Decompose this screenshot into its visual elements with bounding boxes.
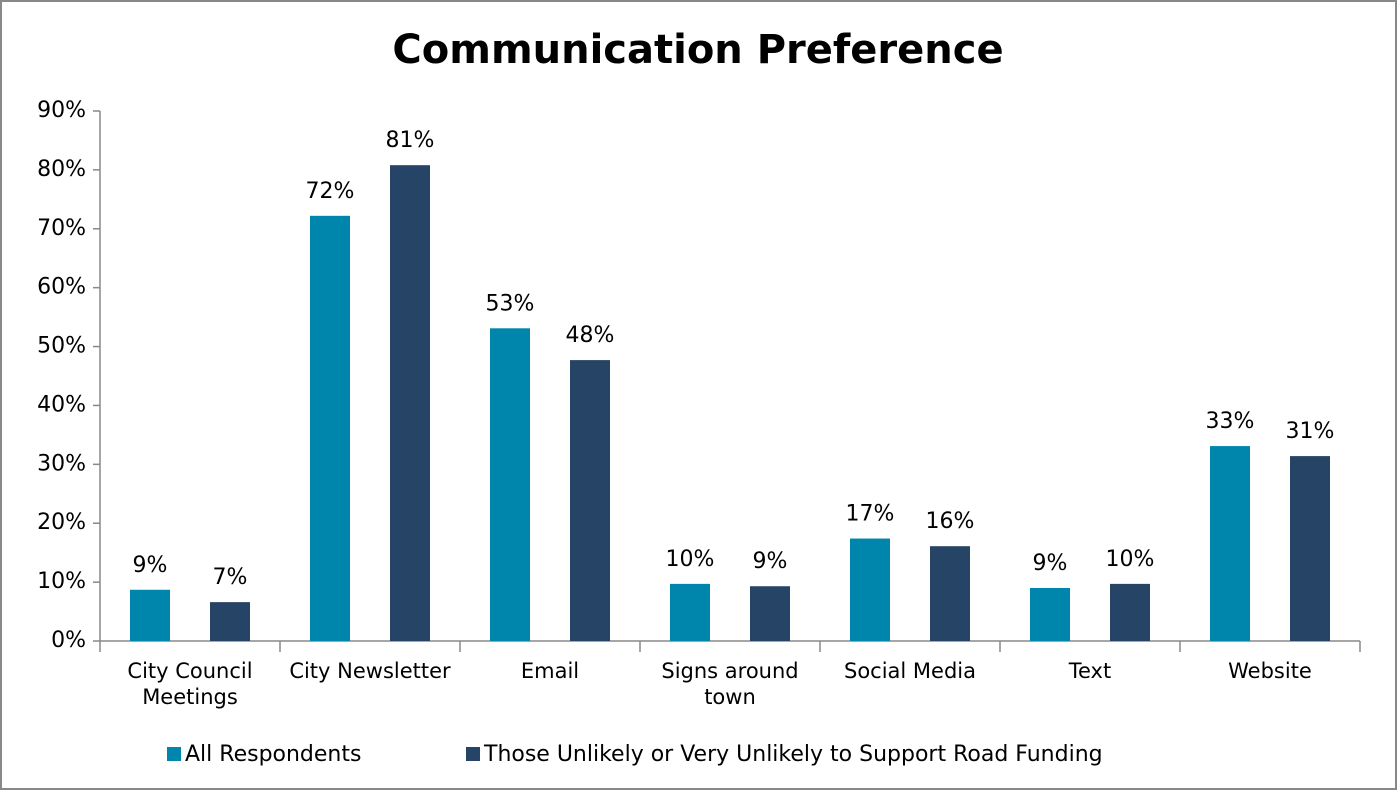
bar: [1210, 446, 1250, 641]
x-tick-label: Signs around town: [661, 659, 799, 709]
bar: [930, 546, 970, 641]
x-tick-label: Email: [520, 659, 580, 683]
legend-label: All Respondents: [185, 742, 361, 767]
y-tick-label: 60%: [37, 275, 86, 300]
bar: [1030, 588, 1070, 641]
data-label: 7%: [213, 565, 248, 590]
bar: [390, 165, 430, 641]
legend-swatch: [167, 747, 181, 761]
data-label: 48%: [566, 323, 615, 348]
y-tick-label: 70%: [37, 216, 86, 241]
bar: [670, 583, 710, 641]
legend-label: Those Unlikely or Very Unlikely to Suppo…: [483, 742, 1103, 767]
y-tick-label: 30%: [37, 451, 86, 476]
bar: [1290, 456, 1330, 641]
data-label: 9%: [133, 553, 168, 578]
y-tick-label: 10%: [37, 569, 86, 594]
y-tick-label: 80%: [37, 157, 86, 182]
chart-title: Communication Preference: [392, 27, 1003, 73]
bar: [1110, 583, 1150, 641]
data-label: 9%: [753, 549, 788, 574]
data-label: 33%: [1206, 409, 1255, 434]
data-label: 10%: [666, 547, 715, 572]
data-label: 9%: [1033, 551, 1068, 576]
x-tick-label: Website: [1228, 659, 1312, 683]
y-tick-label: 0%: [51, 628, 86, 653]
data-label: 81%: [386, 128, 435, 153]
y-tick-label: 40%: [37, 392, 86, 417]
x-tick-label: Social Media: [843, 659, 976, 683]
data-label: 72%: [306, 179, 355, 204]
x-tick-label: City Newsletter: [289, 659, 451, 683]
data-label: 17%: [846, 502, 895, 527]
data-label: 10%: [1106, 547, 1155, 572]
bar: [570, 360, 610, 641]
bar: [490, 328, 530, 641]
bar: [850, 538, 890, 641]
x-tick-label: City Council Meetings: [127, 659, 253, 709]
data-label: 53%: [486, 291, 535, 316]
y-tick-label: 20%: [37, 510, 86, 535]
bar: [310, 215, 350, 642]
data-label: 31%: [1286, 419, 1335, 444]
legend-swatch: [466, 747, 480, 761]
x-tick-label: Text: [1068, 659, 1112, 683]
y-tick-label: 90%: [37, 98, 86, 123]
bar: [210, 602, 250, 641]
data-label: 16%: [926, 509, 975, 534]
y-tick-label: 50%: [37, 334, 86, 359]
bar: [130, 589, 170, 641]
bar: [750, 586, 790, 641]
